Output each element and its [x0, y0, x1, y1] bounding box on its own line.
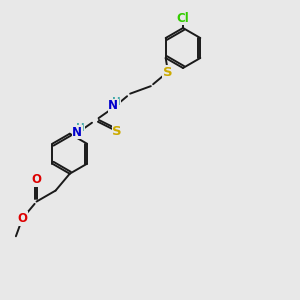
Text: S: S [163, 65, 172, 79]
Text: S: S [112, 125, 122, 138]
Text: H: H [112, 97, 121, 107]
Text: O: O [17, 212, 27, 225]
Text: N: N [108, 99, 118, 112]
Text: O: O [32, 173, 41, 186]
Text: H: H [76, 123, 85, 133]
Text: N: N [72, 125, 82, 139]
Text: Cl: Cl [177, 11, 189, 25]
